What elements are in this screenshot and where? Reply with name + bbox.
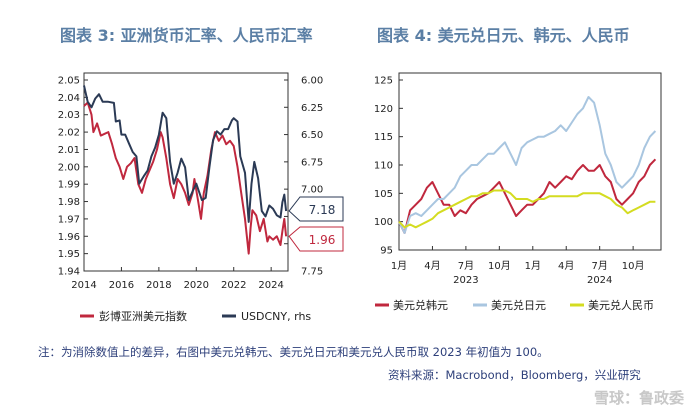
chart1-right-tick-label: 6.25 xyxy=(301,103,323,114)
chart2-y-tick-label: 115 xyxy=(374,132,393,143)
chart1-left-tick-label: 1.98 xyxy=(58,197,80,208)
chart1-title: 图表 3: 亚洲货币汇率、人民币汇率 xyxy=(60,26,313,45)
chart2-x-tick-label: 10月 xyxy=(488,260,511,272)
chart2-series-line-2 xyxy=(398,189,656,229)
chart2-x-tick-label: 1月 xyxy=(525,260,541,272)
chart1-left-tick-label: 2.05 xyxy=(58,76,80,87)
chart1-right-tick-label: 6.75 xyxy=(301,157,323,168)
chart1-x-tick-label: 2022 xyxy=(221,280,246,291)
chart1-end-label-0: 1.96 xyxy=(309,233,336,247)
chart1-legend-label-1: USDCNY, rhs xyxy=(241,310,311,323)
chart-note: 注：为消除数值上的差异，右图中美元兑韩元、美元兑日元和美元兑人民币取 2023 … xyxy=(38,345,549,359)
source-line: 资料来源：Macrobond，Bloomberg，兴业研究 xyxy=(388,368,641,382)
chart1-series-line-1 xyxy=(83,85,288,223)
chart2-x-tick-label: 1月 xyxy=(391,260,407,272)
chart1-right-tick-label: 6.00 xyxy=(301,76,323,87)
chart2-x-tick-label: 4月 xyxy=(558,260,574,272)
chart1-x-tick-label: 2014 xyxy=(71,280,96,291)
chart1-right-tick-label: 7.75 xyxy=(301,267,323,278)
chart2-legend-label-2: 美元兑人民币 xyxy=(588,298,654,312)
chart2-x-tick-label: 7月 xyxy=(591,260,607,272)
chart1-left-tick-label: 2.01 xyxy=(58,145,80,156)
chart1-left-tick-label: 1.97 xyxy=(58,214,80,225)
chart1-left-tick-label: 1.99 xyxy=(58,180,80,191)
chart2-title: 图表 4: 美元兑日元、韩元、人民币 xyxy=(377,26,630,45)
chart2-y-tick-label: 105 xyxy=(374,189,393,200)
chart2-y-tick-label: 120 xyxy=(374,104,393,115)
chart2-x-tick-label: 10月 xyxy=(622,260,645,272)
chart2-x-year-label: 2024 xyxy=(587,275,612,286)
chart1-legend-label-0: 彭博亚洲美元指数 xyxy=(99,309,187,323)
chart1-end-label-box-1 xyxy=(288,196,344,222)
chart1-series-line-0 xyxy=(83,101,288,255)
chart1-left-tick-label: 1.96 xyxy=(58,232,80,243)
chart2-legend-label-1: 美元兑日元 xyxy=(491,298,546,312)
chart2-legend-label-0: 美元兑韩元 xyxy=(393,298,448,312)
chart1-x-tick-label: 2018 xyxy=(146,280,171,291)
chart2-series-line-0 xyxy=(398,158,657,234)
chart1-right-tick-label: 7.00 xyxy=(301,185,323,196)
chart1-left-tick-label: 2.03 xyxy=(58,110,80,121)
chart1-plot-frame xyxy=(83,72,289,272)
chart1-left-tick-label: 2.04 xyxy=(58,93,80,104)
chart2-y-tick-label: 110 xyxy=(374,161,393,172)
chart1-left-tick-label: 2.02 xyxy=(58,128,80,139)
chart2-y-tick-label: 95 xyxy=(380,246,393,257)
chart1-x-tick-label: 2020 xyxy=(184,280,209,291)
chart1-end-label-box-0 xyxy=(288,226,344,252)
chart1-left-tick-label: 1.94 xyxy=(58,267,80,278)
chart2-plot-frame xyxy=(398,72,662,251)
chart2-y-tick-label: 125 xyxy=(374,76,393,87)
chart1-x-tick-label: 2024 xyxy=(258,280,283,291)
chart1-end-label-1: 7.18 xyxy=(309,203,336,217)
chart2-x-tick-label: 4月 xyxy=(424,260,440,272)
chart2-series-line-1 xyxy=(398,96,657,234)
chart2-x-year-label: 2023 xyxy=(453,275,478,286)
chart2-y-tick-label: 100 xyxy=(374,217,393,228)
watermark: 雪球：鲁政委 xyxy=(593,389,684,407)
chart1-right-tick-label: 6.50 xyxy=(301,130,323,141)
chart1-left-tick-label: 2.00 xyxy=(58,162,80,173)
chart2-x-tick-label: 7月 xyxy=(458,260,474,272)
chart1-left-tick-label: 1.95 xyxy=(58,249,80,260)
chart1-x-tick-label: 2016 xyxy=(109,280,134,291)
